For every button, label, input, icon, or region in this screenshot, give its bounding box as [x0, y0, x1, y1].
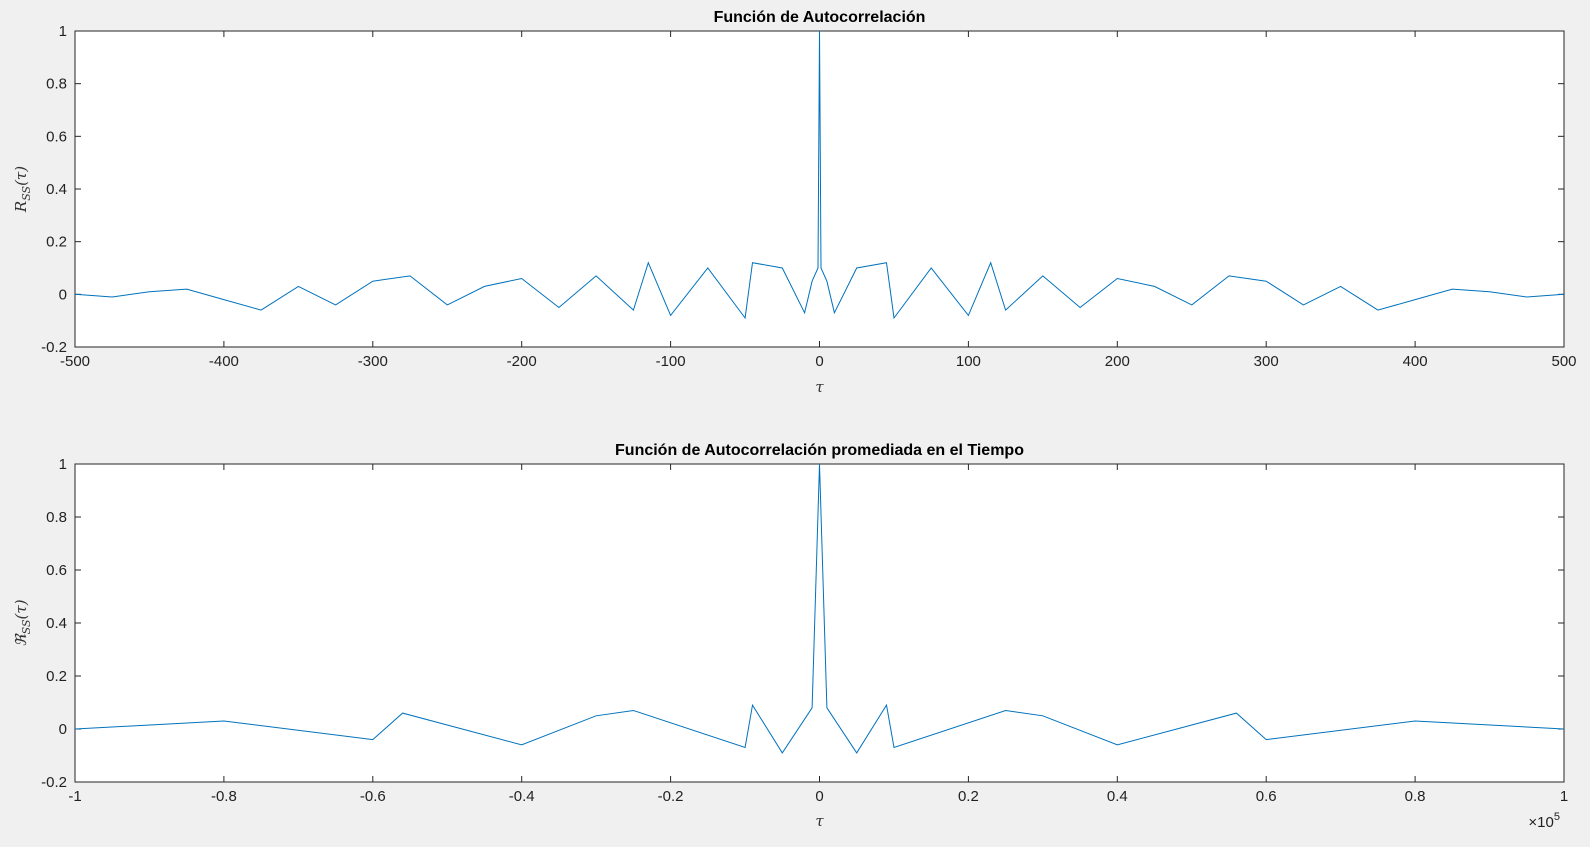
bottom-y-tick-label-0: -0.2 — [41, 774, 67, 791]
top-y-label-sub: SS — [20, 185, 33, 200]
top-y-label-arg: (τ) — [12, 166, 30, 186]
bottom-x-tick-labels: -1 -0.8 -0.6 -0.4 -0.2 0 0.2 0.4 0.6 0.8 1 — [68, 788, 1568, 805]
bottom-x-tick-label-1: -0.8 — [211, 788, 237, 805]
bottom-y-tick-label-4: 0.6 — [46, 562, 67, 579]
bottom-x-tick-label-8: 0.6 — [1256, 788, 1277, 805]
bottom-x-tick-label-0: -1 — [68, 788, 81, 805]
top-y-tick-label-6: 1 — [59, 23, 67, 40]
top-subplot: Función de Autocorrelación -500 -400 -300-… — [12, 9, 1577, 396]
top-y-label-main: R — [12, 201, 30, 213]
bottom-y-tick-labels: -0.2 0 0.2 0.4 0.6 0.8 1 — [41, 456, 67, 791]
bottom-x-axis-label: τ — [815, 812, 824, 830]
bottom-x-tick-label-5: 0 — [815, 788, 823, 805]
bottom-y-axis-label: ℜSS(τ) — [12, 599, 33, 646]
top-x-tick-label-10: 500 — [1551, 353, 1576, 370]
bottom-x-exponent-label: ×105 — [1528, 811, 1560, 831]
top-y-tick-labels: -0.2 0 0.2 0.4 0.6 0.8 1 — [41, 23, 67, 356]
top-y-tick-label-4: 0.6 — [46, 128, 67, 145]
bottom-y-tick-label-6: 1 — [59, 456, 67, 473]
top-x-tick-label-3: -200 — [507, 353, 537, 370]
top-y-tick-label-1: 0 — [59, 286, 67, 303]
top-x-tick-label-7: 200 — [1105, 353, 1130, 370]
bottom-y-tick-label-1: 0 — [59, 721, 67, 738]
top-y-tick-label-0: -0.2 — [41, 339, 67, 356]
top-y-axis-label: RSS(τ) — [12, 166, 33, 213]
top-x-tick-label-1: -400 — [209, 353, 239, 370]
top-x-tick-label-4: -100 — [656, 353, 686, 370]
bottom-x-tick-label-7: 0.4 — [1107, 788, 1128, 805]
top-y-tick-label-2: 0.2 — [46, 234, 67, 251]
top-y-tick-label-3: 0.4 — [46, 181, 67, 198]
bottom-y-tick-label-2: 0.2 — [46, 668, 67, 685]
top-x-tick-label-9: 400 — [1403, 353, 1428, 370]
bottom-x-tick-label-9: 0.8 — [1405, 788, 1426, 805]
top-plot-title: Función de Autocorrelación — [714, 9, 926, 26]
bottom-x-tick-label-10: 1 — [1560, 788, 1568, 805]
top-y-tick-label-5: 0.8 — [46, 76, 67, 93]
top-x-axis-label: τ — [815, 378, 824, 396]
bottom-y-tick-label-3: 0.4 — [46, 615, 67, 632]
bottom-x-tick-label-3: -0.4 — [509, 788, 535, 805]
bottom-x-exponent-base: ×10 — [1528, 814, 1553, 831]
top-x-tick-label-5: 0 — [815, 353, 823, 370]
top-x-tick-label-2: -300 — [358, 353, 388, 370]
bottom-plot-title: Función de Autocorrelación promediada en… — [615, 442, 1024, 459]
bottom-subplot: Función de Autocorrelación promediada en… — [12, 442, 1568, 831]
bottom-x-tick-label-6: 0.2 — [958, 788, 979, 805]
bottom-y-label-sub: SS — [20, 619, 33, 634]
bottom-y-tick-label-5: 0.8 — [46, 509, 67, 526]
bottom-x-tick-label-4: -0.2 — [658, 788, 684, 805]
top-x-tick-labels: -500 -400 -300 -200 -100 0 100 200 300 400 500 — [60, 353, 1577, 370]
bottom-x-exponent-power: 5 — [1554, 811, 1560, 823]
top-x-tick-label-6: 100 — [956, 353, 981, 370]
top-x-tick-label-8: 300 — [1254, 353, 1279, 370]
bottom-plot-area — [75, 464, 1564, 782]
bottom-x-tick-label-2: -0.6 — [360, 788, 386, 805]
bottom-y-label-arg: (τ) — [12, 599, 30, 619]
